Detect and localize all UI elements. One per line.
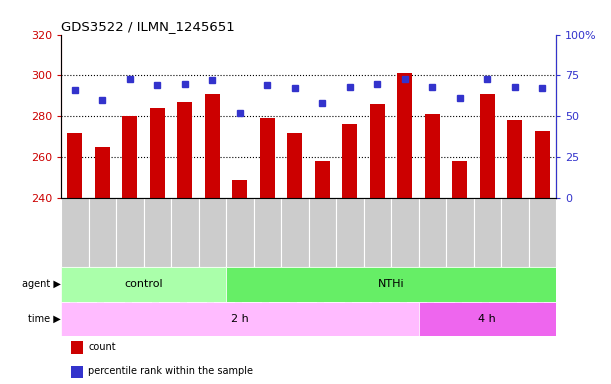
Bar (260, 118, 275, 198)
Bar (232, 180, 247, 198)
Bar (226, 267, 556, 301)
Bar (199, 198, 226, 267)
Bar (116, 198, 144, 267)
Bar (226, 198, 254, 267)
Bar (452, 161, 467, 198)
Bar (501, 198, 529, 267)
Bar (446, 198, 474, 267)
Bar (95, 147, 110, 198)
Bar (370, 104, 385, 198)
Bar (71, 341, 83, 354)
Bar (397, 73, 412, 198)
Text: agent ▶: agent ▶ (22, 279, 61, 289)
Bar (144, 198, 171, 267)
Bar (315, 161, 330, 198)
Bar (419, 301, 556, 336)
Text: time ▶: time ▶ (28, 314, 61, 324)
Bar (254, 198, 281, 267)
Bar (309, 198, 336, 267)
Text: count: count (89, 342, 116, 352)
Bar (425, 114, 440, 198)
Bar (364, 198, 391, 267)
Bar (122, 116, 137, 198)
Bar (71, 366, 83, 378)
Bar (61, 301, 419, 336)
Bar (67, 132, 82, 198)
Bar (287, 132, 302, 198)
Bar (177, 102, 192, 198)
Bar (529, 198, 556, 267)
Bar (480, 94, 495, 198)
Text: NTHi: NTHi (378, 279, 404, 289)
Text: GDS3522 / ILMN_1245651: GDS3522 / ILMN_1245651 (61, 20, 235, 33)
Text: control: control (124, 279, 163, 289)
Bar (342, 124, 357, 198)
Bar (507, 120, 522, 198)
Bar (336, 198, 364, 267)
Bar (535, 131, 550, 198)
Text: 2 h: 2 h (231, 314, 249, 324)
Bar (61, 267, 226, 301)
Bar (150, 108, 165, 198)
Bar (419, 198, 446, 267)
Bar (89, 198, 116, 267)
Bar (391, 198, 419, 267)
Bar (171, 198, 199, 267)
Text: percentile rank within the sample: percentile rank within the sample (89, 366, 254, 376)
Bar (61, 198, 89, 267)
Bar (281, 198, 309, 267)
Bar (474, 198, 501, 267)
Bar (205, 94, 220, 198)
Text: 4 h: 4 h (478, 314, 496, 324)
